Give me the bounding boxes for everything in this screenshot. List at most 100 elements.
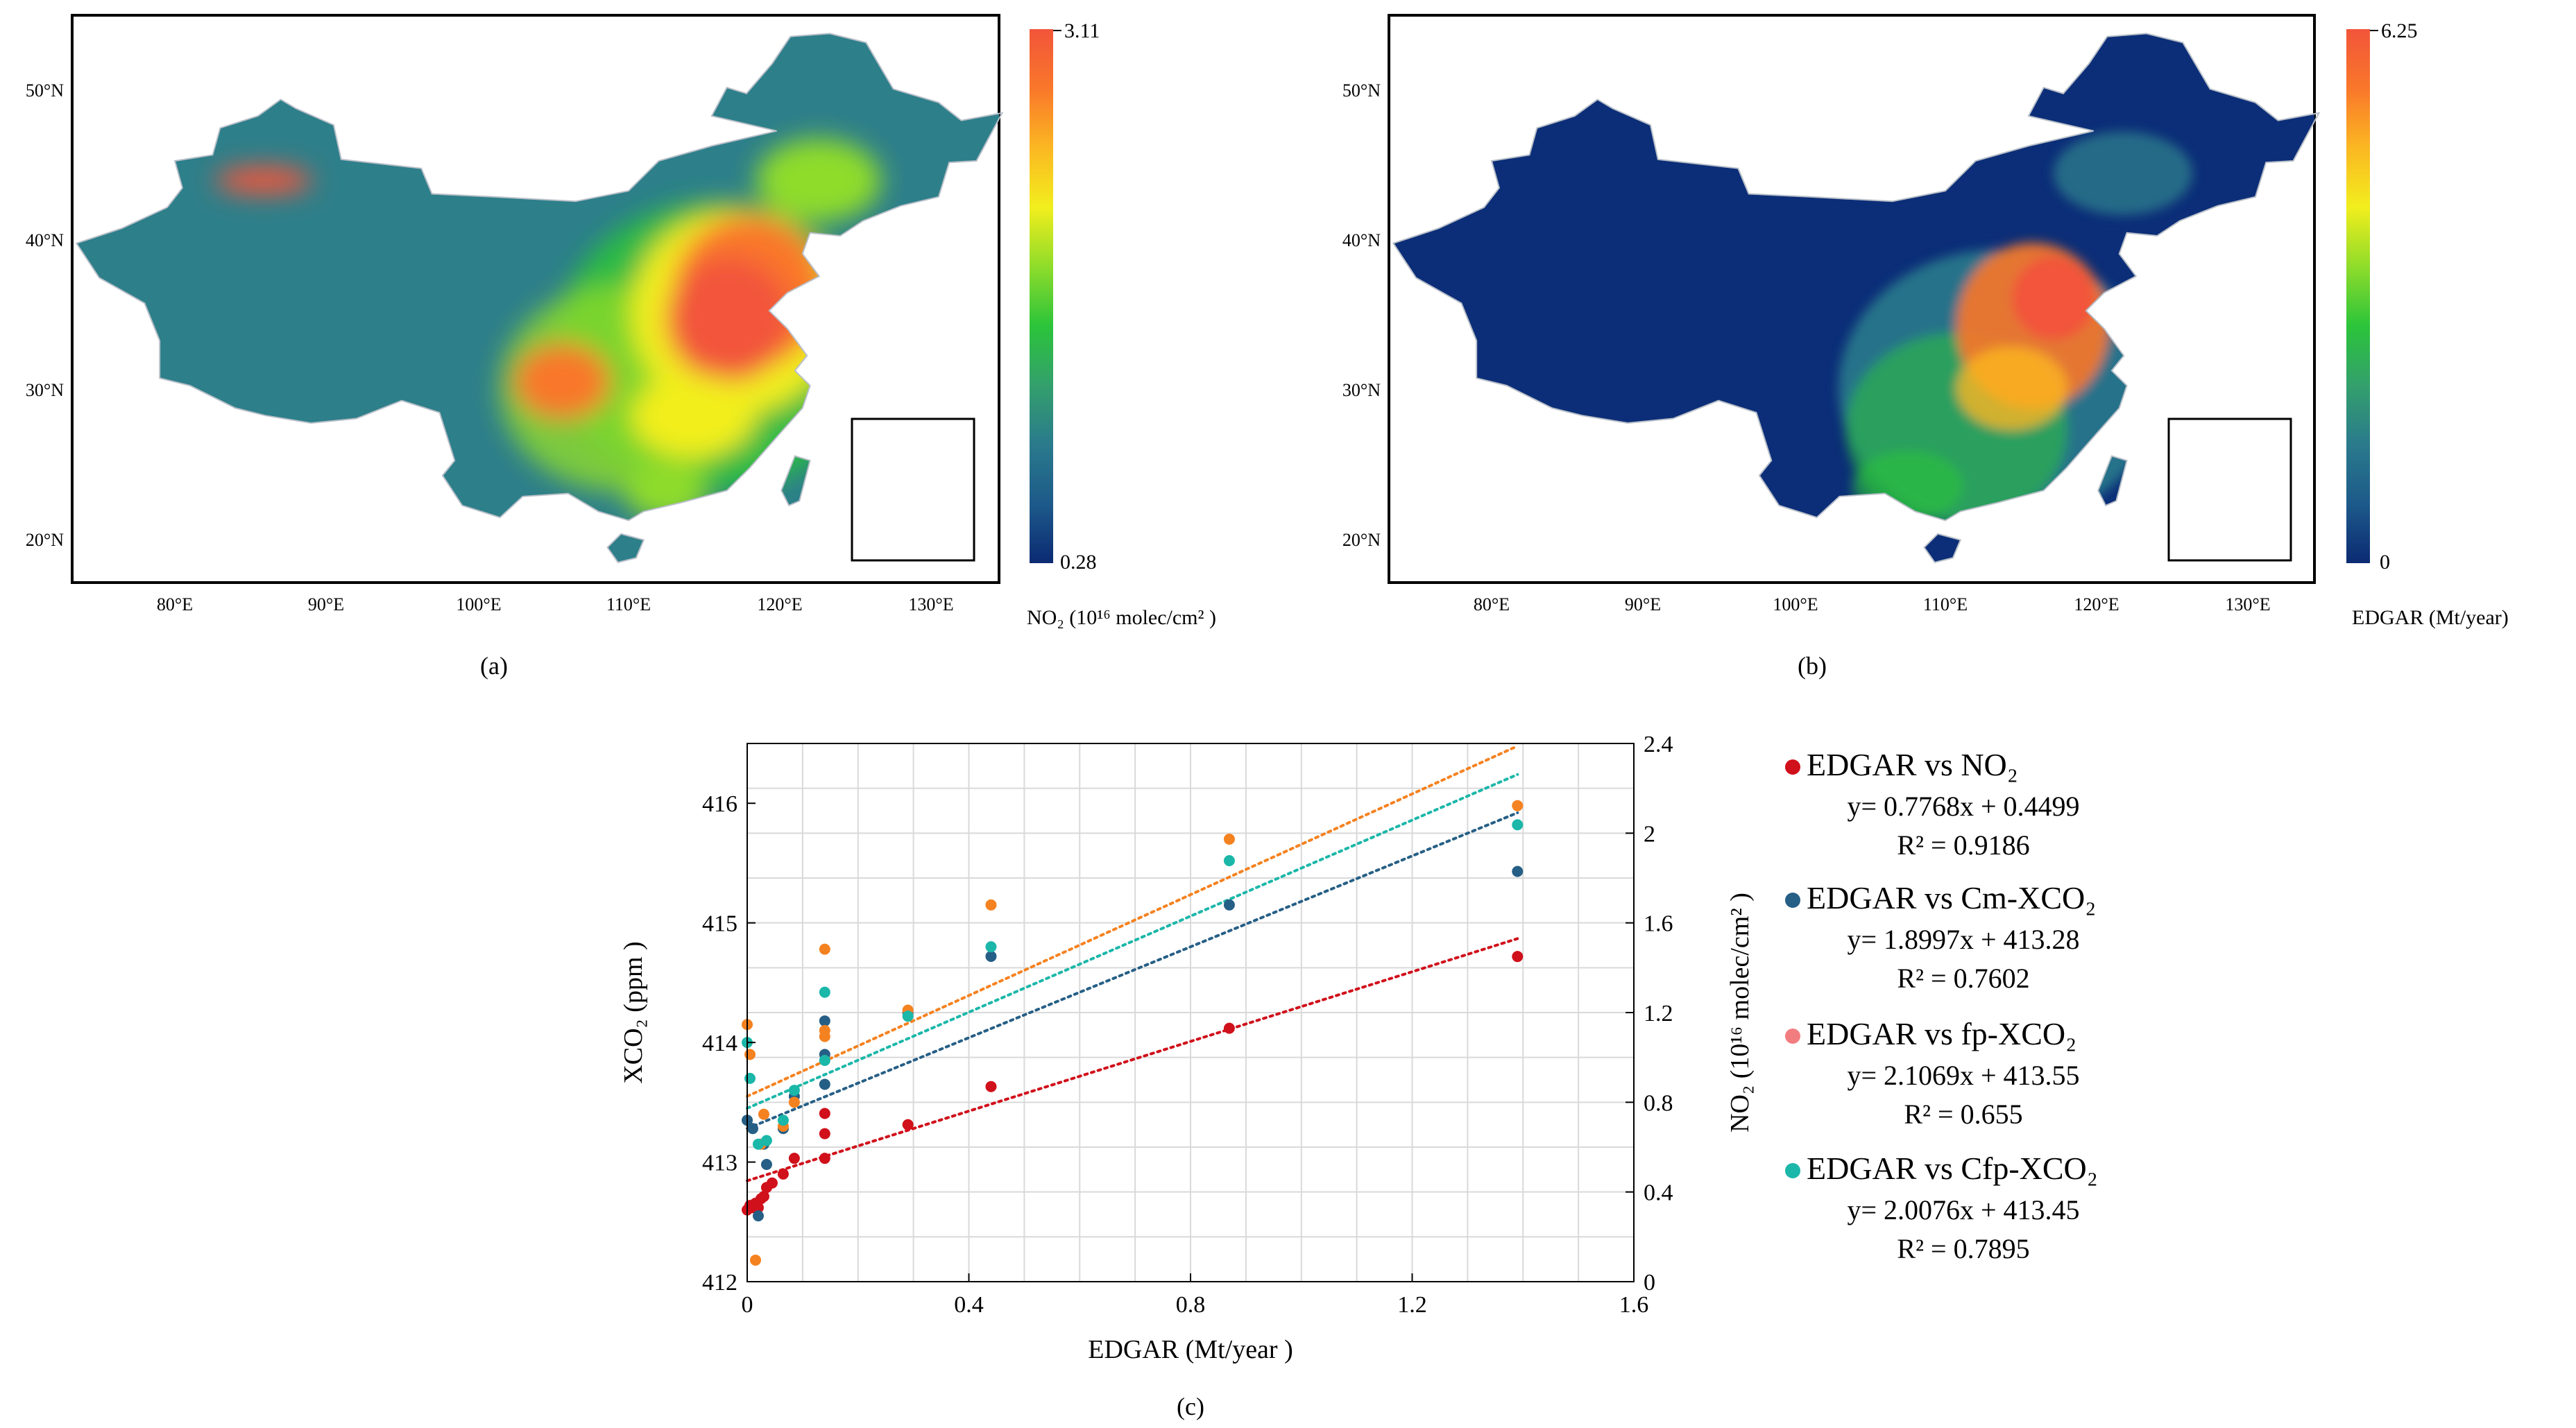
chart-point-series-0 xyxy=(777,1168,789,1180)
chart-point-series-0 xyxy=(819,1108,830,1119)
chart-y-left-tick-label: 413 xyxy=(702,1151,737,1176)
panel-b-lon-tick: 130°E xyxy=(2225,594,2270,614)
chart-legend-name: EDGAR vs fp-XCO₂ xyxy=(1807,1016,2076,1051)
chart-point-series-3 xyxy=(777,1115,789,1126)
chart-legend-r2: R² = 0.7602 xyxy=(1897,963,2029,994)
chart-point-series-3 xyxy=(788,1085,800,1096)
chart-point-series-2 xyxy=(758,1108,769,1120)
chart-legend-marker xyxy=(1785,893,1800,908)
panel-b-lon-tick: 100°E xyxy=(1773,594,1818,614)
chart-y-right-tick-label: 0 xyxy=(1644,1270,1655,1296)
panel-a-lon-tick: 130°E xyxy=(908,594,953,614)
chart-point-series-0 xyxy=(902,1119,914,1130)
chart-legend-name: EDGAR vs NO₂ xyxy=(1807,747,2018,782)
chart-point-series-0 xyxy=(1512,951,1524,963)
chart-y-left-tick-label: 412 xyxy=(702,1270,737,1296)
chart-points xyxy=(742,800,1524,1266)
chart-legend-marker xyxy=(1785,1029,1800,1044)
panel-a-lat-tick: 50°N xyxy=(26,80,64,101)
panel-a-lon-tick: 120°E xyxy=(757,594,802,614)
chart-ylabel-right: NO₂ (10¹⁶ molec/cm² ) xyxy=(1725,893,1755,1133)
chart-point-series-0 xyxy=(819,1153,830,1164)
chart-legend-r2: R² = 0.7895 xyxy=(1897,1233,2029,1264)
chart-point-series-2 xyxy=(819,943,830,955)
panel-a-lat-tick: 30°N xyxy=(26,380,64,400)
chart-x-tick-label: 0.8 xyxy=(1176,1292,1206,1318)
panel-a-lat-ticks: 50°N 40°N 30°N 20°N xyxy=(26,80,64,550)
panel-a-colorbar-min: 0.28 xyxy=(1060,551,1097,574)
panel-a-lon-ticks: 80°E 90°E 100°E 110°E 120°E 130°E xyxy=(157,594,954,614)
chart-ylabel-left: XCO₂ (ppm ) xyxy=(619,941,648,1083)
chart-point-series-3 xyxy=(744,1072,756,1084)
chart-fit-lines xyxy=(746,744,1519,1182)
panel-a-lat-tick: 20°N xyxy=(26,530,64,550)
chart-point-series-3 xyxy=(1512,819,1524,831)
chart-fit-line-0 xyxy=(746,937,1519,1182)
chart-point-series-1 xyxy=(1223,899,1235,911)
panel-b-lat-tick: 50°N xyxy=(1342,80,1381,101)
chart-point-series-2 xyxy=(819,1024,830,1036)
chart-point-series-2 xyxy=(749,1254,761,1266)
panel-b-map: 50°N 40°N 30°N 20°N 80°E 90°E 100°E 110°… xyxy=(1342,14,2509,680)
panel-b-colorbar xyxy=(2346,29,2370,563)
chart-x-tick-label: 0.4 xyxy=(954,1292,984,1318)
panel-b-lon-tick: 110°E xyxy=(1923,594,1968,614)
panel-a-label: (a) xyxy=(480,652,508,680)
chart-x-tick-label: 1.6 xyxy=(1619,1292,1649,1318)
chart-legend-name: EDGAR vs Cfp-XCO₂ xyxy=(1807,1151,2098,1186)
panel-b-label: (b) xyxy=(1798,652,1827,680)
panel-a-lon-tick: 110°E xyxy=(606,594,651,614)
chart-y-left-tick-label: 416 xyxy=(702,791,737,817)
chart-point-series-0 xyxy=(788,1153,800,1164)
panel-b-lon-tick: 90°E xyxy=(1625,594,1661,614)
panel-b-colorbar-title: EDGAR (Mt/year) xyxy=(2352,606,2509,629)
chart-legend: EDGAR vs NO₂ y= 0.7768x + 0.4499 R² = 0.91… xyxy=(1785,747,2098,1264)
chart-fit-line-3 xyxy=(746,773,1519,1110)
chart-point-series-0 xyxy=(766,1177,778,1189)
chart-point-series-2 xyxy=(1512,800,1524,811)
panel-a-china-outline xyxy=(75,33,1004,564)
chart-legend-marker xyxy=(1785,759,1800,775)
chart-y-right-tick-label: 0.4 xyxy=(1644,1180,1673,1206)
panel-b-lon-tick: 80°E xyxy=(1474,594,1510,614)
panel-b-lat-tick: 40°N xyxy=(1342,230,1381,250)
panel-b-lat-ticks: 50°N 40°N 30°N 20°N xyxy=(1342,80,1381,550)
panel-b-inset-box xyxy=(2167,418,2292,562)
chart-y-right-tick-label: 2.4 xyxy=(1644,732,1673,757)
chart-point-series-2 xyxy=(744,1049,756,1060)
panel-a-map: 50°N 40°N 30°N 20°N 80°E 90°E 100°E 110°… xyxy=(26,14,1216,680)
chart-point-series-3 xyxy=(752,1138,764,1150)
chart-legend-equation: y= 2.0076x + 413.45 xyxy=(1847,1194,2079,1225)
chart-point-series-1 xyxy=(760,1159,772,1171)
chart-y-right-tick-label: 1.6 xyxy=(1644,911,1673,937)
panel-a-lat-tick: 40°N xyxy=(26,230,64,250)
chart-point-series-3 xyxy=(819,986,830,998)
panel-a-lon-tick: 80°E xyxy=(157,594,193,614)
panel-b-lat-tick: 30°N xyxy=(1342,380,1381,400)
chart-point-series-1 xyxy=(752,1210,764,1222)
chart-ticks: 0 0.4 0.8 1.2 1.6 412 413 414 415 416 0 0.4 0.8 1.2 1.… xyxy=(702,732,1673,1318)
chart-fit-line-1 xyxy=(746,811,1519,1130)
chart-legend-name: EDGAR vs Cm-XCO₂ xyxy=(1807,880,2096,915)
chart-point-series-3 xyxy=(760,1135,772,1146)
panel-b-lat-tick: 20°N xyxy=(1342,530,1381,550)
chart-y-right-tick-label: 0.8 xyxy=(1644,1090,1673,1116)
chart-point-series-0 xyxy=(985,1081,997,1092)
chart-legend-equation: y= 2.1069x + 413.55 xyxy=(1847,1060,2079,1091)
chart-legend-r2: R² = 0.9186 xyxy=(1897,829,2029,861)
chart-point-series-2 xyxy=(985,899,997,911)
chart-legend-marker xyxy=(1785,1163,1800,1178)
panel-c-label: (c) xyxy=(1177,1393,1204,1420)
chart-point-series-1 xyxy=(985,950,997,962)
chart-legend-r2: R² = 0.655 xyxy=(1904,1099,2022,1130)
panel-b-lon-tick: 120°E xyxy=(2074,594,2119,614)
chart-x-tick-label: 0 xyxy=(742,1292,753,1318)
chart-x-tick-label: 1.2 xyxy=(1397,1292,1427,1318)
chart-fit-line-2 xyxy=(746,744,1519,1098)
chart-point-series-0 xyxy=(758,1191,769,1203)
chart-point-series-3 xyxy=(1223,854,1235,866)
chart-y-left-tick-label: 415 xyxy=(702,911,737,937)
panel-c-chart: 0 0.4 0.8 1.2 1.6 412 413 414 415 416 0 0.4 0.8 1.2 1.… xyxy=(619,732,2098,1420)
chart-point-series-1 xyxy=(819,1078,830,1090)
